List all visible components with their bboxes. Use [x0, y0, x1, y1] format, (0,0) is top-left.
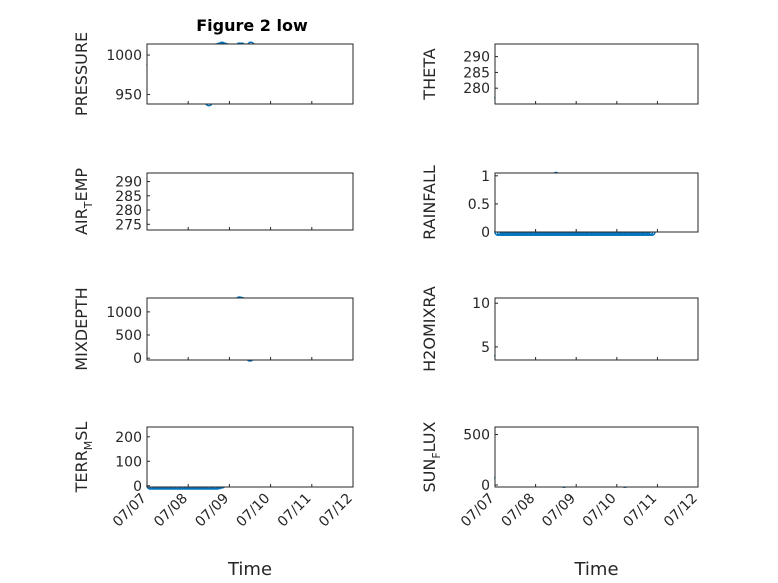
x-tick-label: 07/09 — [539, 491, 579, 531]
axes-frame — [494, 297, 699, 361]
y-tick-label: 0 — [481, 478, 490, 494]
subplot-pressure: 950 1000 PRESSURE — [72, 32, 354, 116]
y-tick-label: 950 — [115, 88, 142, 104]
x-tick-label: 07/10 — [234, 491, 274, 531]
y-axis-label: MIXDEPTH — [72, 287, 91, 370]
x-axis-label: Time — [573, 559, 618, 580]
subplot-mixdepth: 0 500 1000 MIXDEPTH — [72, 287, 354, 371]
x-tick-label: 07/08 — [151, 491, 191, 531]
axes-frame — [146, 172, 354, 231]
y-tick-label: 1000 — [106, 305, 142, 321]
y-tick-label: 285 — [115, 189, 142, 205]
subplot-sun_flux: 0 500 07/07 07/08 07/09 07/10 07/11 07/12 SUNFLU… — [420, 421, 701, 580]
subplot-rainfall: 0 0.5 1 RAINFALL — [420, 165, 699, 241]
subplot-h2omixra: 5 10 H2OMIXRA — [420, 286, 699, 372]
y-tick-label: 10 — [472, 296, 490, 312]
axes-frame — [494, 43, 699, 105]
axes-frame — [494, 172, 699, 233]
x-axis-label: Time — [227, 559, 272, 580]
x-tick-label: 07/08 — [499, 491, 539, 531]
y-tick-label: 500 — [115, 328, 142, 344]
x-tick-label: 07/09 — [192, 491, 232, 531]
x-tick-label: 07/10 — [580, 491, 620, 531]
y-tick-label: 290 — [463, 50, 490, 66]
y-axis-label: H2OMIXRA — [420, 286, 439, 372]
y-tick-label: 275 — [115, 217, 142, 233]
y-axis-label: THETA — [420, 48, 439, 100]
y-tick-label: 280 — [463, 81, 490, 97]
y-tick-label: 0 — [133, 351, 142, 367]
axes-frame — [146, 426, 354, 488]
x-tick-label: 07/11 — [275, 491, 315, 531]
x-tick-label: 07/07 — [110, 491, 150, 531]
axes-frame — [494, 426, 699, 488]
y-axis-label: AIRTEMP — [72, 168, 95, 235]
y-tick-label: 0 — [133, 479, 142, 495]
y-axis-label: PRESSURE — [72, 32, 91, 116]
y-tick-label: 5 — [481, 340, 490, 356]
x-tick-label: 07/12 — [316, 491, 356, 531]
y-tick-label: 100 — [115, 454, 142, 470]
figure-title: Figure 2 low — [196, 16, 308, 35]
y-axis-label: TERRMSL — [72, 422, 95, 494]
y-tick-label: 200 — [115, 430, 142, 446]
y-tick-label: 290 — [115, 175, 142, 191]
y-tick-label: 1000 — [106, 48, 142, 64]
x-tick-label: 07/07 — [458, 491, 498, 531]
x-tick-label: 07/12 — [661, 491, 701, 531]
y-tick-label: 285 — [463, 65, 490, 81]
y-tick-label: 280 — [115, 203, 142, 219]
y-axis-label: SUNFLUX — [420, 421, 443, 492]
x-tick-label: 07/11 — [620, 491, 660, 531]
y-tick-label: 500 — [463, 428, 490, 444]
axes-frame — [146, 43, 354, 105]
y-tick-label: 0.5 — [468, 197, 490, 213]
subplot-terr_msl: 0 100 200 07/07 07/08 07/09 07/10 07/11 07/12 TER… — [72, 422, 356, 580]
axes-frame — [146, 297, 354, 361]
y-tick-label: 1 — [481, 169, 490, 185]
y-tick-label: 0 — [481, 225, 490, 241]
y-axis-label: RAINFALL — [420, 165, 439, 240]
